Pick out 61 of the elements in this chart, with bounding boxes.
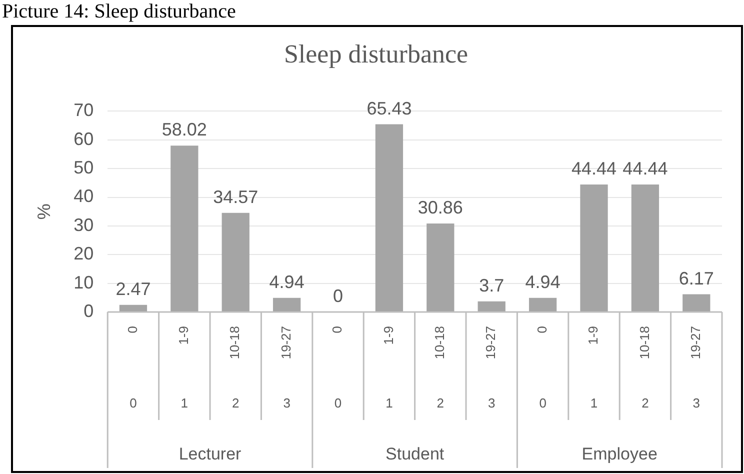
chart-title: Sleep disturbance: [284, 39, 468, 68]
data-label: 30.86: [418, 197, 463, 218]
data-label: 3.7: [479, 275, 504, 296]
text: 3: [283, 396, 290, 411]
text: 3: [692, 396, 700, 411]
text: 1: [180, 396, 188, 411]
bar: [682, 294, 710, 312]
bar: [170, 146, 198, 312]
bar: [580, 184, 608, 312]
y-tick-label: 50: [74, 158, 94, 178]
data-label: 0: [333, 286, 344, 306]
x-tick-label: 10-18: [636, 326, 652, 360]
y-tick-label: 30: [74, 214, 94, 235]
bar: [528, 298, 557, 312]
x-tick-label: 10-18: [227, 326, 242, 360]
x-tick-label: 19-27: [688, 326, 703, 360]
data-label: 58.02: [162, 120, 207, 140]
text: 0: [539, 396, 546, 411]
data-label: 34.57: [213, 186, 258, 207]
data-label: 2.47: [116, 278, 151, 299]
x-tick-label: 1-9: [176, 326, 191, 345]
x-tick-label: 1-9: [380, 326, 396, 345]
data-label: 6.17: [678, 268, 714, 288]
data-label: 44.44: [622, 158, 668, 178]
text: 3: [488, 396, 496, 411]
text: 0: [334, 396, 342, 411]
y-tick-label: 60: [74, 128, 94, 149]
bar: [478, 301, 506, 312]
y-axis-title: %: [34, 204, 54, 220]
y-tick-label: 40: [74, 186, 94, 206]
data-label: 44.44: [571, 158, 617, 178]
text: Picture 14: Sleep disturbance: [2, 0, 236, 22]
bar: [426, 223, 454, 312]
y-tick-label: 70: [74, 100, 94, 120]
y-tick-label: 20: [74, 244, 94, 264]
x-tick-label: 0: [534, 326, 550, 334]
bar: [272, 298, 301, 312]
text: 1: [386, 396, 393, 411]
x-tick-label: 0: [330, 326, 345, 334]
text: 2: [232, 396, 240, 411]
bar: [631, 184, 660, 312]
bar: [375, 124, 404, 312]
data-label: 4.94: [525, 272, 560, 292]
text: Employee: [582, 444, 658, 464]
y-tick-label: 0: [84, 300, 94, 321]
data-label: 65.43: [366, 98, 412, 118]
x-tick-label: 19-27: [483, 326, 498, 360]
text: 2: [642, 396, 649, 411]
bar: [119, 304, 148, 312]
text: 1: [590, 396, 598, 411]
x-tick-label: 19-27: [278, 326, 294, 360]
text: 2: [436, 396, 444, 411]
x-tick-label: 10-18: [432, 326, 447, 360]
text: Student: [386, 444, 444, 464]
text: 0: [130, 396, 137, 411]
y-tick-label: 10: [74, 272, 94, 292]
data-label: 4.94: [269, 272, 304, 292]
text: Lecturer: [178, 444, 242, 464]
bar: [222, 212, 250, 312]
x-tick-label: 0: [124, 326, 140, 334]
x-tick-label: 1-9: [586, 326, 601, 345]
